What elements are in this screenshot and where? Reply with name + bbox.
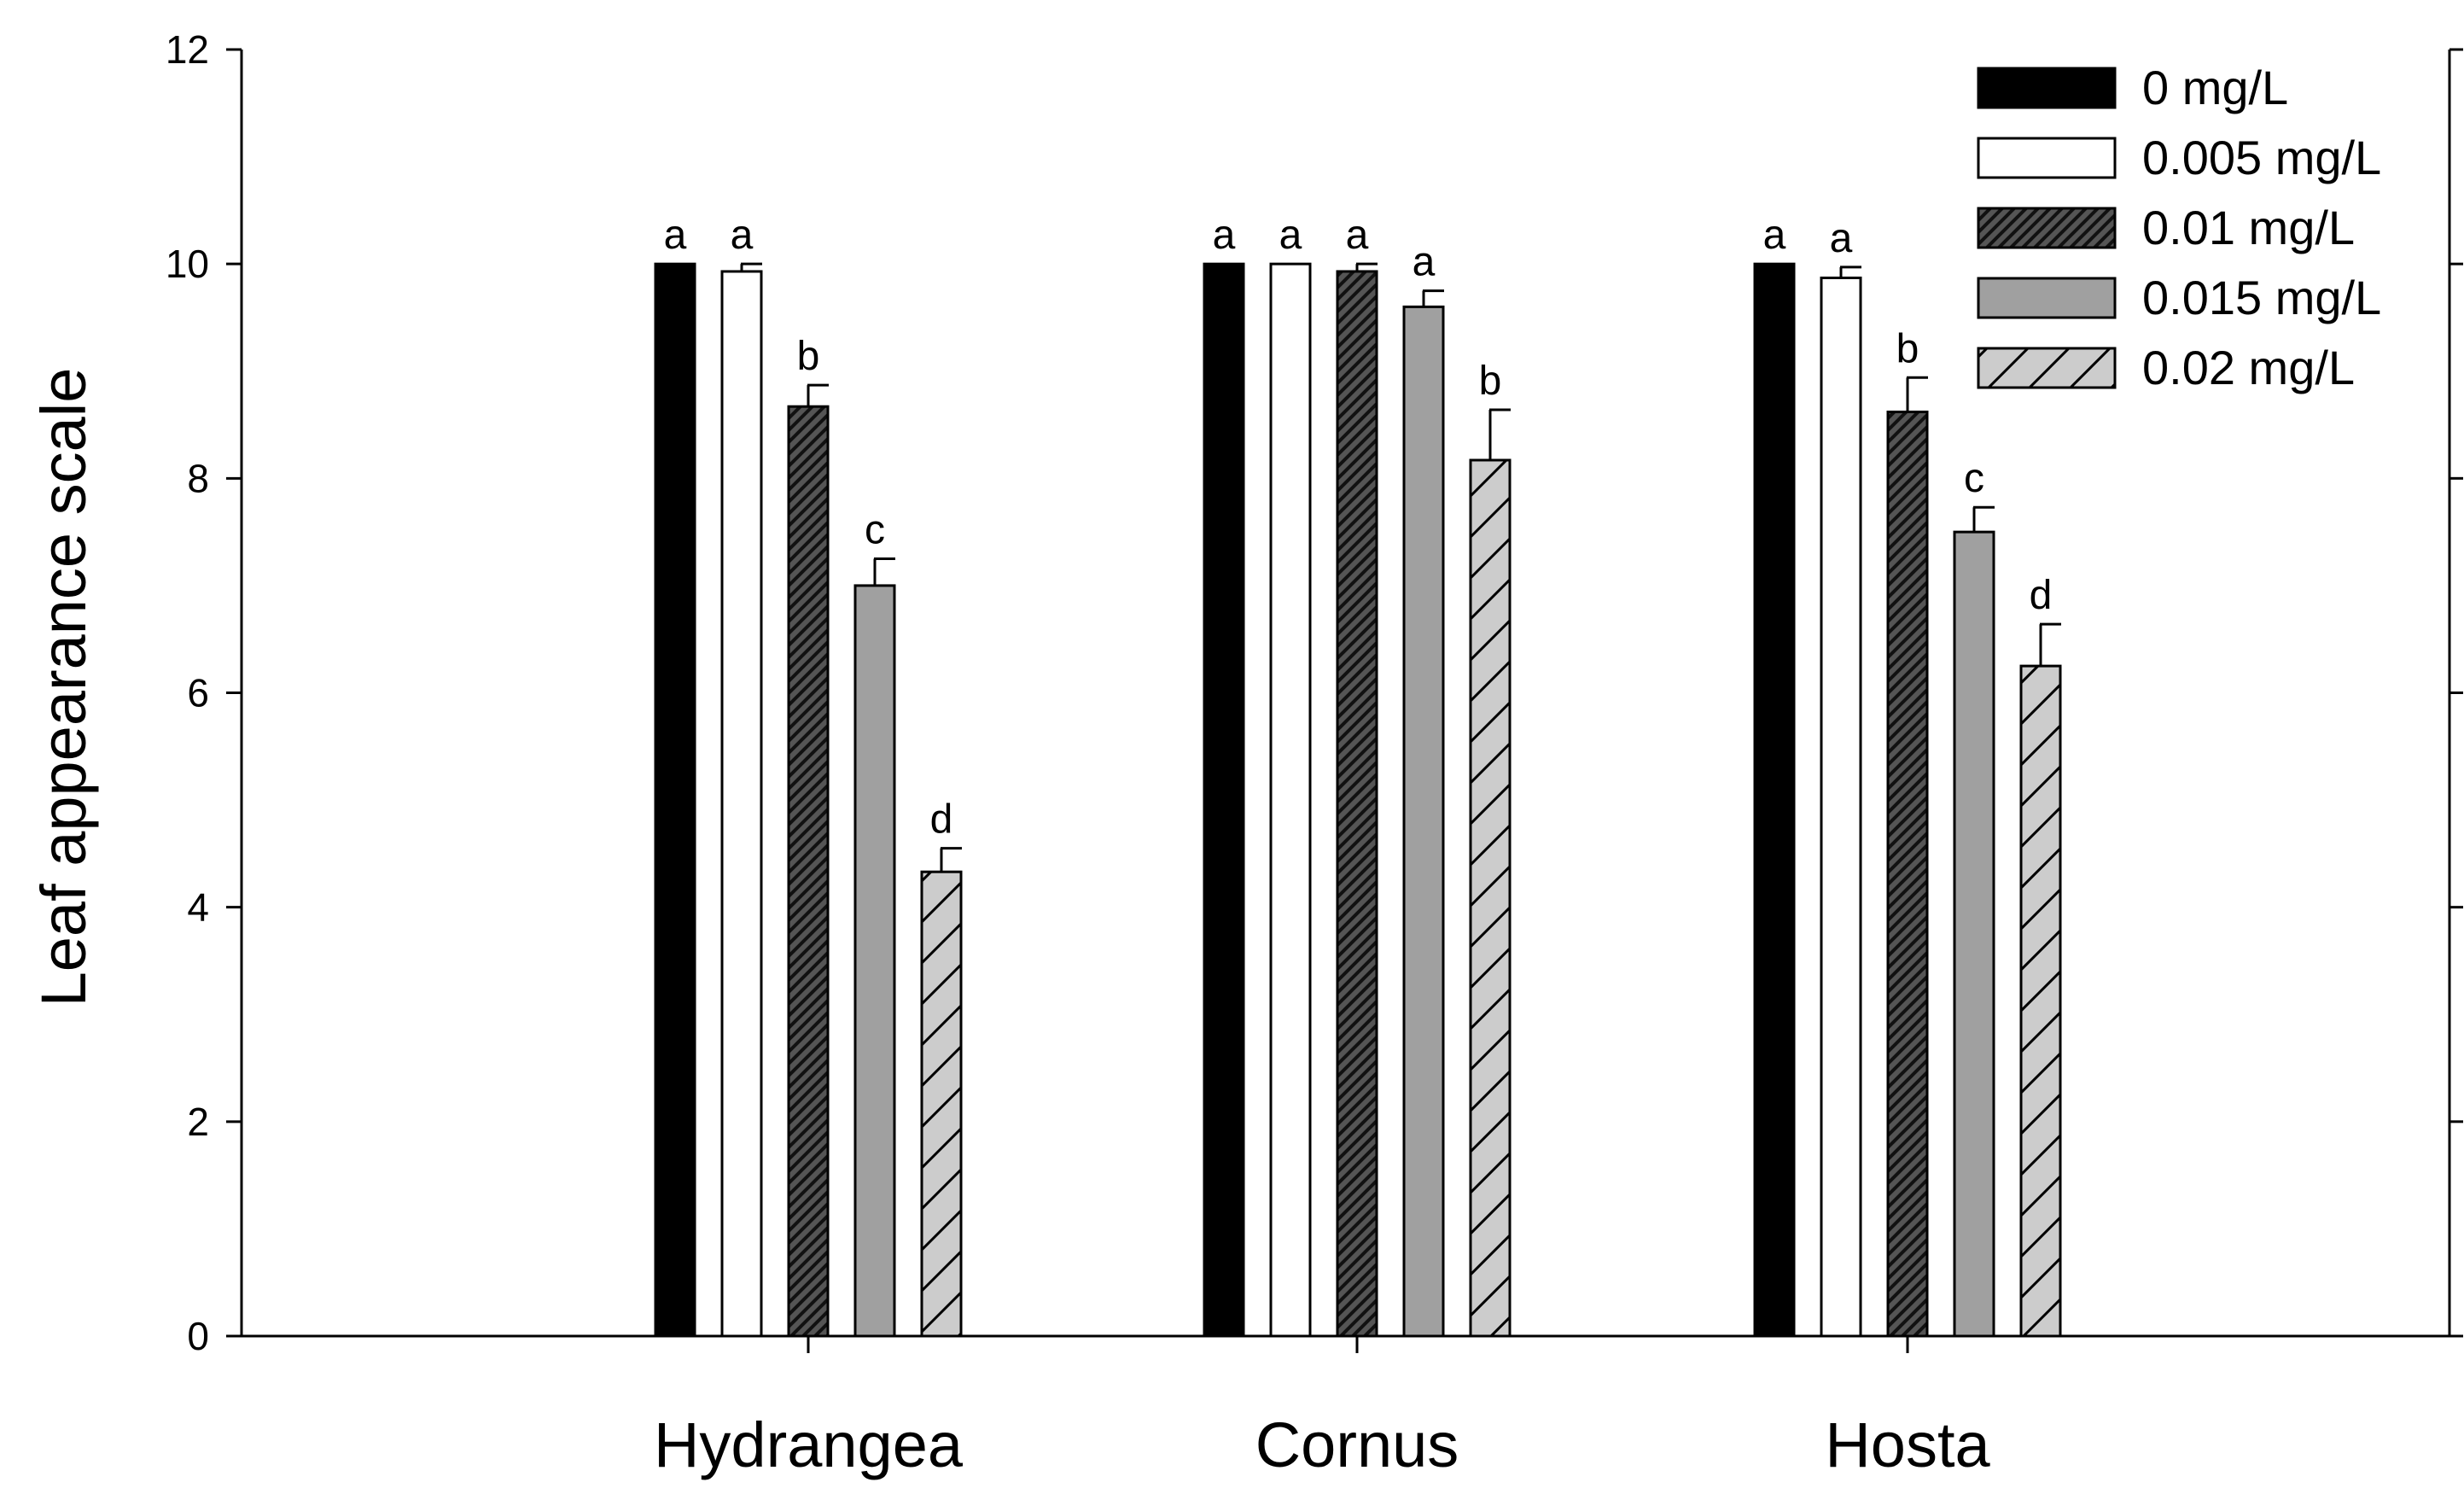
y-tick-label: 12 [166, 27, 209, 72]
bar [920, 870, 963, 1338]
significance-label: b [797, 334, 820, 379]
significance-label: d [930, 797, 953, 843]
significance-label: a [1413, 240, 1436, 285]
y-tick-label: 4 [187, 885, 209, 930]
y-axis-label: Leaf appearance scale [28, 368, 99, 1007]
bar [1820, 276, 1862, 1338]
legend-label: 0.02 mg/L [2142, 341, 2355, 394]
legend-swatch [1977, 137, 2117, 179]
significance-label: d [2030, 573, 2053, 618]
bar [1203, 262, 1245, 1338]
significance-label: a [1763, 213, 1786, 258]
category-label: Hydrangea [654, 1409, 964, 1480]
bar [1953, 530, 1995, 1338]
legend-label: 0 mg/L [2142, 61, 2288, 114]
y-tick-label: 2 [187, 1100, 209, 1144]
significance-label: a [664, 213, 687, 258]
significance-label: c [1964, 456, 1984, 501]
legend-swatch [1977, 347, 2117, 389]
bar [720, 270, 763, 1338]
category-label: Cornus [1255, 1409, 1459, 1480]
significance-label: a [1830, 216, 1853, 261]
significance-label: c [865, 508, 885, 553]
significance-label: a [1346, 213, 1369, 258]
bar [1886, 410, 1929, 1338]
y-tick-label: 10 [166, 242, 209, 286]
legend-label: 0.005 mg/L [2142, 131, 2381, 184]
category-label: Hosta [1825, 1409, 1990, 1480]
legend-swatch [1977, 207, 2117, 249]
bar [1336, 270, 1378, 1338]
bar [2019, 664, 2062, 1338]
legend-swatch [1977, 277, 2117, 319]
y-tick-label: 6 [187, 671, 209, 715]
bar [853, 584, 896, 1338]
legend-label: 0.01 mg/L [2142, 201, 2355, 254]
y-tick-label: 0 [187, 1314, 209, 1358]
bar [1753, 262, 1796, 1338]
bar [1469, 458, 1512, 1338]
bar [1402, 305, 1445, 1338]
significance-label: b [1896, 326, 1919, 371]
significance-label: a [1213, 213, 1236, 258]
bar [787, 405, 830, 1338]
bar [1269, 262, 1312, 1338]
significance-label: a [1279, 213, 1302, 258]
bar [654, 262, 696, 1338]
significance-label: a [731, 213, 754, 258]
legend: 0 mg/L 0.005 mg/L 0.01 mg/L 0.015 mg/L 0.02 … [1977, 61, 2381, 394]
significance-label: b [1479, 359, 1502, 404]
legend-label: 0.015 mg/L [2142, 271, 2381, 324]
y-tick-label: 8 [187, 456, 209, 500]
legend-swatch [1977, 67, 2117, 109]
